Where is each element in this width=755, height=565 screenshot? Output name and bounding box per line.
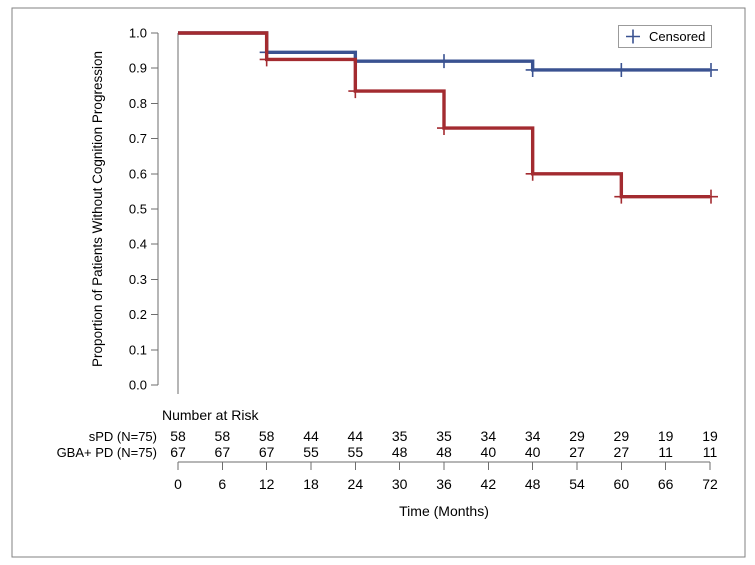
risk-value: 11 <box>658 444 673 460</box>
legend-box <box>618 25 712 48</box>
risk-value: 48 <box>392 444 408 460</box>
risk-value: 67 <box>215 444 231 460</box>
risk-value: 19 <box>658 428 674 444</box>
x-tick-label: 54 <box>569 476 585 492</box>
risk-value: 29 <box>614 428 630 444</box>
y-tick-label: 0.6 <box>129 166 147 181</box>
risk-value: 40 <box>481 444 497 460</box>
x-tick-label: 12 <box>259 476 275 492</box>
risk-value: 27 <box>614 444 630 460</box>
risk-value: 48 <box>436 444 452 460</box>
x-tick-label: 0 <box>174 476 182 492</box>
risk-value: 34 <box>481 428 497 444</box>
risk-value: 35 <box>392 428 408 444</box>
survival-curves <box>178 31 718 204</box>
risk-value: 67 <box>170 444 186 460</box>
x-tick-label: 24 <box>348 476 364 492</box>
x-axis-title: Time (Months) <box>399 503 489 519</box>
x-tick-label: 60 <box>614 476 630 492</box>
risk-value: 11 <box>703 444 718 460</box>
risk-value: 58 <box>215 428 231 444</box>
x-tick-label: 18 <box>303 476 319 492</box>
x-tick-label: 6 <box>218 476 226 492</box>
legend-censored: Censored <box>618 25 712 48</box>
risk-value: 29 <box>569 428 585 444</box>
censor-marks-gba-pd <box>259 52 718 204</box>
risk-value: 44 <box>348 428 364 444</box>
risk-value: 55 <box>303 444 319 460</box>
y-tick-label: 0.3 <box>129 272 147 287</box>
risk-value: 67 <box>259 444 275 460</box>
x-tick-label: 72 <box>702 476 718 492</box>
y-tick-label: 0.5 <box>129 202 147 217</box>
risk-values: 58 58 58 44 44 35 35 34 34 29 29 19 19 67 67 67 55 55 48 48… <box>170 428 718 460</box>
x-tick-label: 30 <box>392 476 408 492</box>
risk-value: 34 <box>525 428 541 444</box>
legend-label: Censored <box>649 29 705 44</box>
risk-value: 58 <box>170 428 186 444</box>
y-tick-label: 0.4 <box>129 237 147 252</box>
risk-value: 40 <box>525 444 541 460</box>
y-tick-label: 0.8 <box>129 96 147 111</box>
risk-value: 44 <box>303 428 319 444</box>
x-tick-label: 48 <box>525 476 541 492</box>
risk-value: 19 <box>702 428 718 444</box>
y-tick-label: 1.0 <box>129 26 147 41</box>
y-tick-label: 0.9 <box>129 61 147 76</box>
risk-row-label-gba-pd: GBA+ PD (N=75) <box>57 445 157 460</box>
risk-value: 27 <box>569 444 585 460</box>
figure-border <box>11 7 746 558</box>
risk-value: 55 <box>348 444 364 460</box>
risk-value: 35 <box>436 428 452 444</box>
risk-value: 58 <box>259 428 275 444</box>
y-axis-title: Proportion of Patients Without Cognition… <box>90 51 105 367</box>
risk-table-title: Number at Risk <box>162 407 259 423</box>
y-tick-label: 0.1 <box>129 342 147 357</box>
y-tick-label: 0.7 <box>129 131 147 146</box>
x-tick-label: 42 <box>481 476 497 492</box>
axes: 1.0 0.9 0.8 0.7 0.6 0.5 0.4 0.3 0.2 0.1 0.0 0 6 12 18 2… <box>129 26 718 493</box>
x-tick-label: 36 <box>436 476 452 492</box>
censored-plus-icon <box>626 29 640 44</box>
x-tick-label: 66 <box>658 476 674 492</box>
risk-row-label-spd: sPD (N=75) <box>89 429 157 444</box>
y-tick-label: 0.2 <box>129 307 147 322</box>
number-at-risk-table: Number at Risk sPD (N=75) GBA+ PD (N=75)… <box>57 407 718 460</box>
y-tick-label: 0.0 <box>129 378 147 393</box>
